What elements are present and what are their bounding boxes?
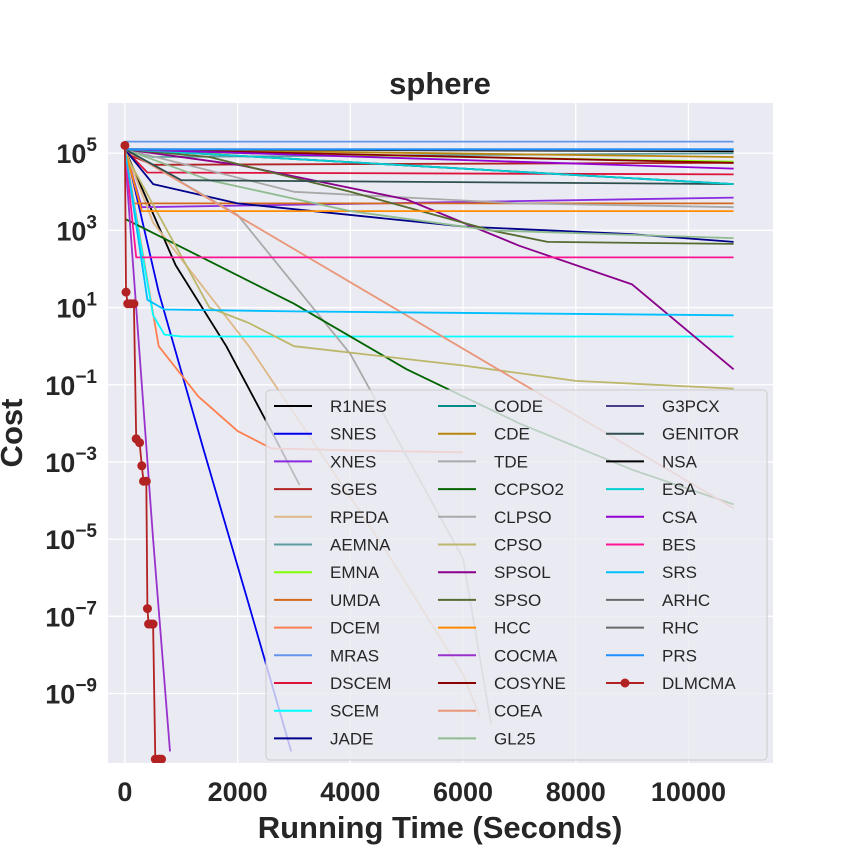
legend-entry: SPSO <box>494 591 541 610</box>
legend-entry: TDE <box>494 452 528 471</box>
legend-entry: COSYNE <box>494 674 566 693</box>
legend-entry: COEA <box>494 702 543 721</box>
legend-entry: MRAS <box>330 646 379 665</box>
y-tick-label: 10−9 <box>45 676 97 710</box>
series-point-dlmcma <box>148 619 158 629</box>
legend-entry: G3PCX <box>662 397 720 416</box>
legend-entry: BES <box>662 536 696 555</box>
legend-entry: HCC <box>494 619 531 638</box>
x-tick-label: 10000 <box>651 777 726 807</box>
series-point-dlmcma <box>121 287 131 297</box>
legend-entry: JADE <box>330 729 373 748</box>
x-tick-label: 2000 <box>208 777 268 807</box>
legend-entry: CDE <box>494 425 530 444</box>
legend-entry: RPEDA <box>330 508 389 527</box>
series-line-srs <box>124 149 734 317</box>
x-tick-label: 4000 <box>320 777 380 807</box>
y-tick-label: 105 <box>56 135 97 169</box>
y-tick-label: 10−3 <box>45 444 97 478</box>
series-line-snes <box>124 145 293 752</box>
x-tick-label: 6000 <box>433 777 493 807</box>
series-line-bes <box>124 149 734 259</box>
legend-entry: AEMNA <box>330 536 391 555</box>
legend-entry: ARHC <box>662 591 710 610</box>
chart-title: sphere <box>389 66 491 101</box>
y-tick-label: 101 <box>56 290 97 324</box>
legend-entry: GL25 <box>494 729 536 748</box>
series-line-csa <box>124 148 734 170</box>
legend-entry: R1NES <box>330 397 387 416</box>
legend-entry: CPSO <box>494 536 542 555</box>
y-tick-label: 10−1 <box>45 367 97 401</box>
legend-entry: CODE <box>494 397 543 416</box>
y-tick-labels: 105 103 101 10−1 10−3 10−5 10−7 10−9 <box>45 135 97 709</box>
series-line-genitor <box>124 148 734 185</box>
legend-entry: XNES <box>330 452 376 471</box>
legend-entry: SPSOL <box>494 563 551 582</box>
x-tick-labels: 0 2000 4000 6000 8000 10000 <box>117 777 726 807</box>
x-axis-label: Running Time (Seconds) <box>258 810 623 845</box>
legend-entry: NSA <box>662 452 698 471</box>
series-point-dlmcma <box>137 461 147 471</box>
legend-entry: UMDA <box>330 591 381 610</box>
legend-entry: SCEM <box>330 702 379 721</box>
legend-entry: SRS <box>662 563 697 582</box>
series-line-cde <box>124 148 734 158</box>
series-line-hcc <box>124 149 734 213</box>
x-tick-label: 0 <box>117 777 132 807</box>
legend-entry: DLMCMA <box>662 674 736 693</box>
legend-entry: CSA <box>662 508 698 527</box>
series-line-clpso <box>124 148 734 209</box>
y-tick-label: 10−5 <box>45 521 97 555</box>
series-line-gl25 <box>124 148 734 239</box>
legend-entry: CCPSO2 <box>494 480 564 499</box>
series-point-dlmcma <box>142 604 152 614</box>
legend-entry: EMNA <box>330 563 380 582</box>
legend-box <box>265 389 768 761</box>
legend-entry: ESA <box>662 480 697 499</box>
legend-entry: SGES <box>330 480 377 499</box>
legend-entry: COCMA <box>494 646 558 665</box>
legend: R1NES SNES XNES SGES RPEDA AEMNA EMNA UMDA DCEM M… <box>265 389 768 761</box>
series-line-cocma <box>124 153 171 752</box>
y-axis-label: Cost <box>0 399 29 468</box>
series-point-dlmcma <box>120 140 130 150</box>
series-line-cosyne <box>124 148 734 164</box>
legend-entry: SNES <box>330 425 376 444</box>
series-point-dlmcma <box>135 438 145 448</box>
legend-entry: DSCEM <box>330 674 391 693</box>
legend-entry: GENITOR <box>662 425 739 444</box>
series-line-scem <box>124 153 734 338</box>
y-tick-label: 10−7 <box>45 598 97 632</box>
series-line-cpso <box>124 152 734 390</box>
legend-entry: PRS <box>662 646 697 665</box>
legend-entry: DCEM <box>330 619 380 638</box>
series-point-dlmcma <box>129 299 139 309</box>
series-line-esa <box>124 148 734 185</box>
series-point-dlmcma <box>157 754 167 763</box>
legend-marker <box>620 678 630 688</box>
legend-entry: CLPSO <box>494 508 552 527</box>
x-tick-label: 8000 <box>546 777 606 807</box>
y-tick-label: 103 <box>56 212 97 246</box>
series-point-dlmcma <box>141 476 151 486</box>
legend-entry: RHC <box>662 619 699 638</box>
